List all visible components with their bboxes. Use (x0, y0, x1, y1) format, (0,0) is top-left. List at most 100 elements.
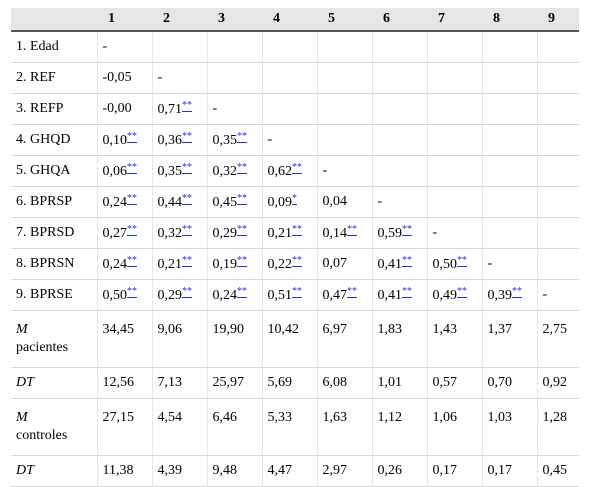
significance-footnote-link[interactable]: ** (292, 254, 302, 267)
stats-value: 0,26 (372, 455, 428, 487)
table-cell: -0,00 (97, 93, 153, 125)
cell-value: -0,00 (102, 101, 132, 116)
table-cell: 0,44** (152, 186, 208, 218)
stats-value: 1,06 (427, 398, 483, 456)
significance-footnote-link[interactable]: ** (182, 254, 192, 267)
significance-footnote-link[interactable]: ** (127, 223, 137, 236)
significance-footnote-link[interactable]: ** (237, 254, 247, 267)
table-cell (482, 62, 538, 94)
cell-value: -0,05 (102, 70, 132, 85)
stats-symbol: M (16, 322, 28, 337)
row-label: 6. BPRSP (11, 186, 98, 218)
significance-footnote-link[interactable]: ** (347, 223, 357, 236)
table-cell (262, 31, 318, 63)
cell-value: 0,19 (212, 256, 238, 272)
significance-footnote-link[interactable]: ** (512, 285, 522, 298)
significance-footnote-link[interactable]: ** (237, 223, 247, 236)
significance-footnote-link[interactable]: ** (182, 192, 192, 205)
header-cell-7: 7 (427, 8, 482, 32)
significance-footnote-link[interactable]: * (292, 192, 297, 205)
cell-value: 0,59 (377, 225, 403, 241)
significance-footnote-link[interactable]: ** (457, 254, 467, 267)
table-cell: 0,35** (207, 124, 263, 156)
table-cell (427, 62, 483, 94)
stats-value: 1,12 (372, 398, 428, 456)
significance-footnote-link[interactable]: ** (237, 161, 247, 174)
table-cell (317, 62, 373, 94)
table-cell: 0,47** (317, 279, 373, 311)
stats-value: 0,70 (482, 367, 538, 399)
table-row: 5. GHQA 0,06** 0,35** 0,32** 0,62** - (11, 155, 579, 187)
significance-footnote-link[interactable]: ** (127, 161, 137, 174)
cell-value: 0,51 (267, 287, 293, 303)
cell-value: 0,36 (157, 132, 183, 148)
stats-value: 1,28 (537, 398, 579, 456)
stats-value: 19,90 (207, 310, 263, 368)
significance-footnote-link[interactable]: ** (402, 285, 412, 298)
cell-value: 0,47 (322, 287, 348, 303)
significance-footnote-link[interactable]: ** (182, 223, 192, 236)
table-cell (537, 31, 579, 63)
table-cell (262, 93, 318, 125)
table-cell: 0,19** (207, 248, 263, 280)
significance-footnote-link[interactable]: ** (182, 285, 192, 298)
table-row: 7. BPRSD 0,27** 0,32** 0,29** 0,21** 0,14** 0,… (11, 217, 579, 249)
significance-footnote-link[interactable]: ** (237, 130, 247, 143)
significance-footnote-link[interactable]: ** (347, 285, 357, 298)
cell-value: 0,21 (157, 256, 183, 272)
stats-value: 11,38 (97, 455, 153, 487)
cell-value: 0,35 (212, 132, 238, 148)
table-row: 8. BPRSN 0,24** 0,21** 0,19** 0,22** 0,07 0,41… (11, 248, 579, 280)
significance-footnote-link[interactable]: ** (182, 99, 192, 112)
significance-footnote-link[interactable]: ** (402, 223, 412, 236)
significance-footnote-link[interactable]: ** (237, 285, 247, 298)
stats-value: 6,46 (207, 398, 263, 456)
cell-value: 0,71 (157, 101, 183, 117)
significance-footnote-link[interactable]: ** (182, 130, 192, 143)
cell-value: 0,32 (157, 225, 183, 241)
table-cell (537, 62, 579, 94)
cell-value: 0,22 (267, 256, 293, 272)
table-cell (537, 186, 579, 218)
stats-value: 9,48 (207, 455, 263, 487)
significance-footnote-link[interactable]: ** (292, 285, 302, 298)
significance-footnote-link[interactable]: ** (127, 254, 137, 267)
cell-value: 0,04 (322, 194, 348, 209)
table-cell: 0,24** (97, 248, 153, 280)
table-cell: 0,49** (427, 279, 483, 311)
table-cell (317, 124, 373, 156)
significance-footnote-link[interactable]: ** (402, 254, 412, 267)
stats-value: 4,47 (262, 455, 318, 487)
stats-value: 34,45 (97, 310, 153, 368)
table-cell (372, 155, 428, 187)
significance-footnote-link[interactable]: ** (292, 161, 302, 174)
significance-footnote-link[interactable]: ** (127, 192, 137, 205)
stats-value: 7,13 (152, 367, 208, 399)
cell-value: 0,44 (157, 194, 183, 210)
cell-value: - (322, 163, 328, 178)
stats-row: DT 11,38 4,39 9,48 4,47 2,97 0,26 0,17 0,17 0,45 (11, 455, 579, 487)
stats-label: DT (11, 367, 98, 399)
significance-footnote-link[interactable]: ** (127, 285, 137, 298)
table-cell (152, 31, 208, 63)
cell-value: 0,10 (102, 132, 128, 148)
significance-footnote-link[interactable]: ** (127, 130, 137, 143)
cell-value: 0,07 (322, 256, 348, 271)
table-cell: - (427, 217, 483, 249)
header-cell-empty (11, 8, 97, 32)
row-label: 1. Edad (11, 31, 98, 63)
cell-value: - (157, 70, 163, 85)
significance-footnote-link[interactable]: ** (182, 161, 192, 174)
stats-value: 12,56 (97, 367, 153, 399)
significance-footnote-link[interactable]: ** (292, 223, 302, 236)
significance-footnote-link[interactable]: ** (457, 285, 467, 298)
stats-value: 0,17 (482, 455, 538, 487)
stats-value: 4,54 (152, 398, 208, 456)
table-cell: 0,50** (427, 248, 483, 280)
table-cell: 0,24** (97, 186, 153, 218)
cell-value: - (432, 225, 438, 240)
significance-footnote-link[interactable]: ** (237, 192, 247, 205)
